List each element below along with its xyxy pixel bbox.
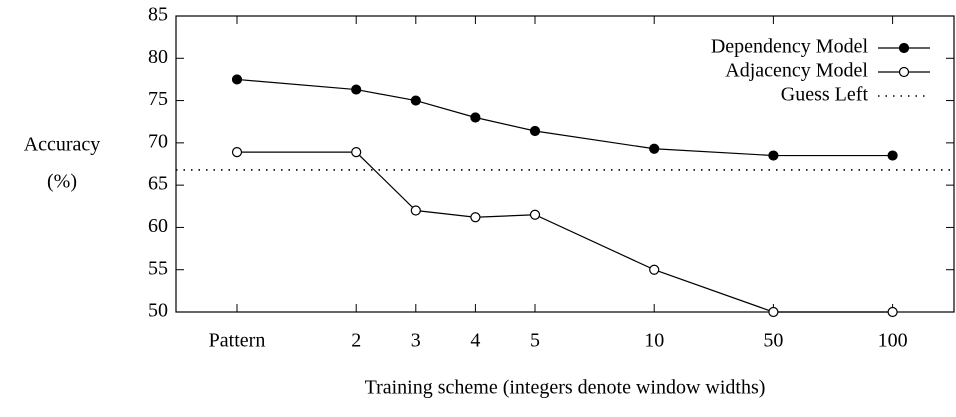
y-tick-label: 80 [148, 46, 168, 68]
data-point [768, 150, 779, 161]
x-tick-label: 3 [411, 330, 421, 352]
x-tick-label: 10 [644, 330, 664, 352]
series-line [236, 78, 893, 157]
y-axis-label: Accuracy [24, 134, 101, 156]
data-point [649, 143, 660, 154]
data-point [231, 74, 243, 85]
data-point [351, 84, 362, 95]
data-point [768, 306, 779, 318]
y-tick-label: 60 [148, 215, 168, 237]
legend-label: Guess Left [781, 84, 869, 106]
data-point [887, 306, 898, 318]
legend-swatch [898, 42, 910, 54]
data-point [351, 147, 362, 158]
x-tick-label: 50 [763, 330, 783, 352]
x-tick-label: 5 [530, 330, 540, 352]
data-point [649, 264, 660, 275]
legend-label: Adjacency Model [725, 60, 868, 82]
data-point [470, 212, 481, 223]
x-tick-label: 4 [470, 330, 480, 352]
data-point [410, 95, 421, 106]
y-tick-label: 85 [148, 4, 168, 26]
x-axis-label: Training scheme (integers denote window … [365, 377, 766, 399]
legend-label: Dependency Model [711, 36, 869, 58]
y-tick-label: 75 [148, 88, 168, 110]
plot-frame [175, 15, 955, 313]
legend-swatch [898, 66, 910, 78]
y-tick-label: 55 [148, 257, 168, 279]
data-point [470, 112, 481, 123]
x-tick-label: 2 [351, 330, 361, 352]
data-point [529, 209, 541, 220]
y-tick-label: 70 [148, 130, 168, 152]
series-line [237, 151, 893, 313]
y-tick-label: 50 [148, 300, 168, 322]
data-point [231, 147, 243, 158]
x-tick-label: Pattern [209, 330, 266, 352]
y-tick-label: 65 [148, 173, 168, 195]
y-axis-label: (%) [47, 171, 77, 193]
data-point [410, 205, 421, 216]
data-point [887, 150, 898, 161]
x-tick-label: 100 [878, 330, 908, 352]
data-point [529, 125, 541, 137]
